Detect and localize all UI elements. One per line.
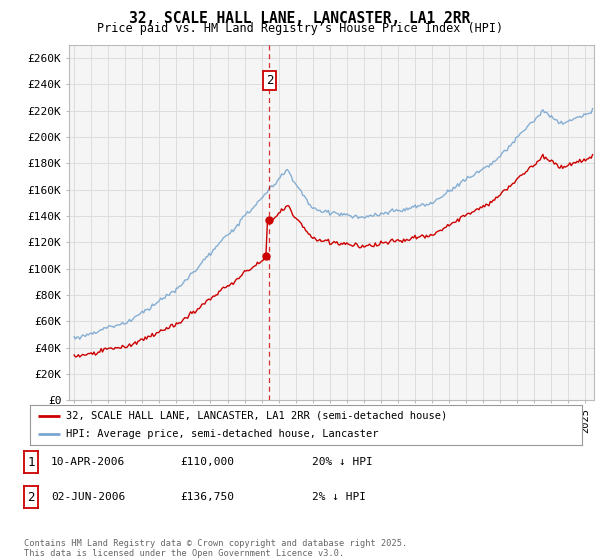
Text: Price paid vs. HM Land Registry’s House Price Index (HPI): Price paid vs. HM Land Registry’s House … bbox=[97, 22, 503, 35]
Text: 02-JUN-2006: 02-JUN-2006 bbox=[51, 492, 125, 502]
Text: £110,000: £110,000 bbox=[180, 457, 234, 467]
Text: 20% ↓ HPI: 20% ↓ HPI bbox=[312, 457, 373, 467]
Text: 32, SCALE HALL LANE, LANCASTER, LA1 2RR: 32, SCALE HALL LANE, LANCASTER, LA1 2RR bbox=[130, 11, 470, 26]
Text: 32, SCALE HALL LANE, LANCASTER, LA1 2RR (semi-detached house): 32, SCALE HALL LANE, LANCASTER, LA1 2RR … bbox=[66, 411, 447, 421]
Text: 2: 2 bbox=[266, 74, 273, 87]
Text: Contains HM Land Registry data © Crown copyright and database right 2025.
This d: Contains HM Land Registry data © Crown c… bbox=[24, 539, 407, 558]
Text: 2: 2 bbox=[27, 491, 35, 504]
Text: £136,750: £136,750 bbox=[180, 492, 234, 502]
Text: 1: 1 bbox=[27, 455, 35, 469]
Text: 10-APR-2006: 10-APR-2006 bbox=[51, 457, 125, 467]
Text: 2% ↓ HPI: 2% ↓ HPI bbox=[312, 492, 366, 502]
Text: HPI: Average price, semi-detached house, Lancaster: HPI: Average price, semi-detached house,… bbox=[66, 430, 379, 439]
